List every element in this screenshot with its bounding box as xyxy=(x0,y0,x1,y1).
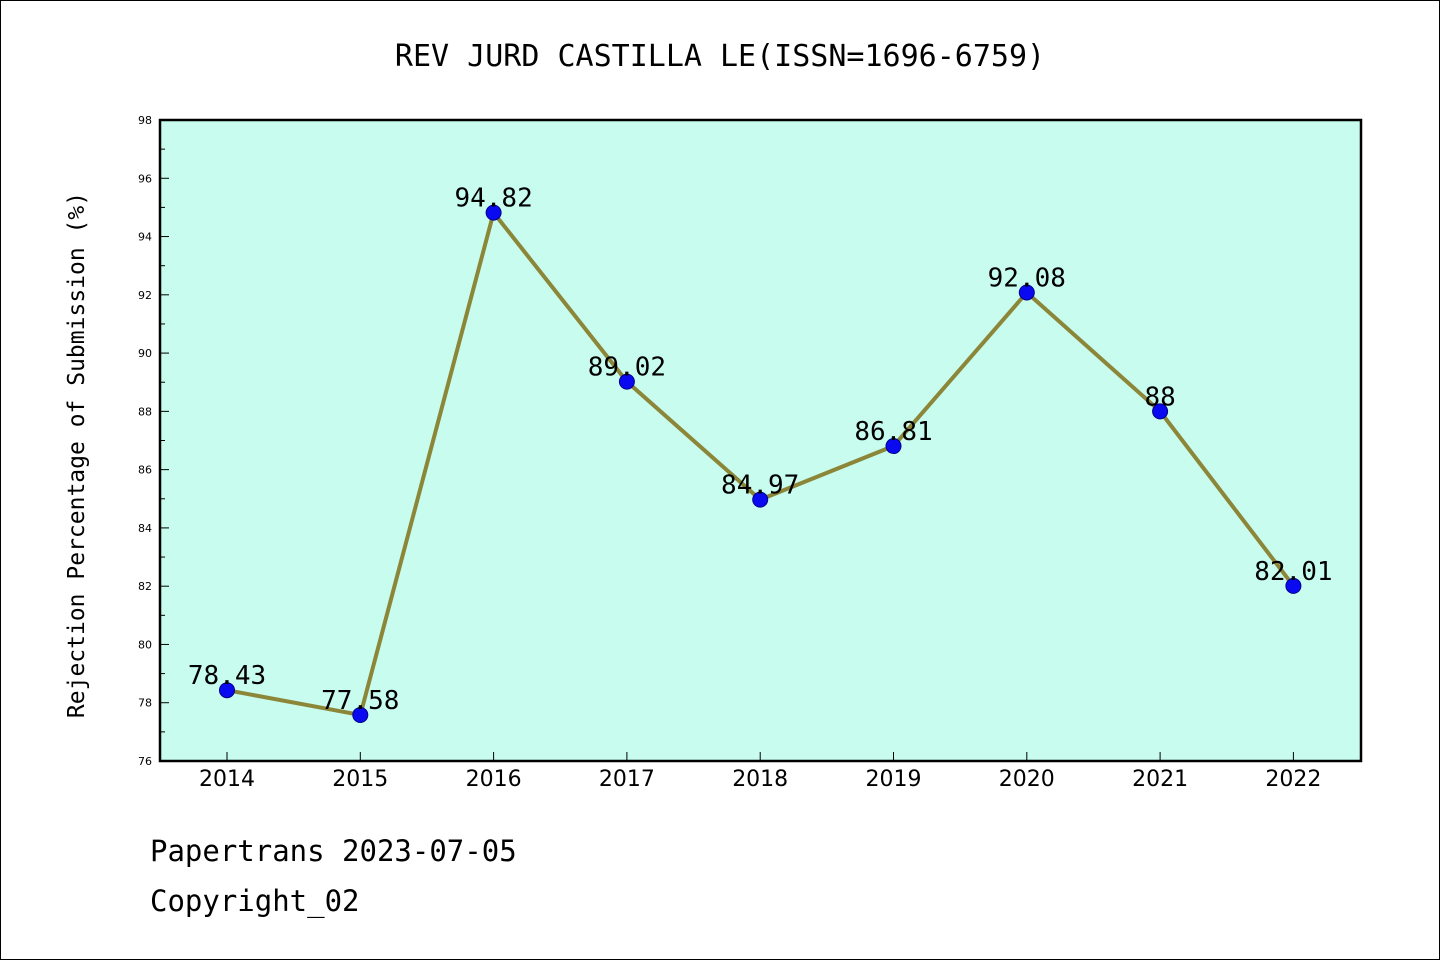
data-point-marker xyxy=(1018,284,1035,301)
plot-area xyxy=(160,120,1361,761)
y-tick-label: 82 xyxy=(138,580,152,593)
y-tick-label: 80 xyxy=(138,638,152,651)
data-label-group: 78.43 77.58 94.82 89.02 84.97 86.81 92.08 88 82.… xyxy=(188,184,1333,716)
data-point-marker xyxy=(618,373,635,390)
x-tick-label: 2016 xyxy=(466,767,522,792)
data-point-marker xyxy=(485,204,502,221)
data-value-label: 82.01 xyxy=(1254,557,1332,587)
y-axis-ticks: 76 78 80 82 84 86 88 90 92 94 96 98 xyxy=(138,114,169,768)
data-value-label: 89.02 xyxy=(588,353,666,383)
y-tick-label: 96 xyxy=(138,172,152,185)
x-tick-label: 2017 xyxy=(599,767,655,792)
data-value-label: 77.58 xyxy=(321,686,399,716)
data-value-label: 94.82 xyxy=(454,184,532,214)
data-value-label: 78.43 xyxy=(188,661,266,691)
y-tick-label: 92 xyxy=(138,289,152,302)
data-value-label: 84.97 xyxy=(721,471,799,501)
x-tick-label: 2020 xyxy=(999,767,1055,792)
y-tick-label: 78 xyxy=(138,697,152,710)
data-point-marker xyxy=(752,491,769,508)
data-point-marker xyxy=(1152,403,1169,420)
data-value-label: 92.08 xyxy=(988,263,1066,293)
y-tick-label: 90 xyxy=(138,347,152,360)
footer-source: Papertrans 2023-07-05 xyxy=(150,834,517,868)
y-tick-label: 88 xyxy=(138,405,152,418)
data-point-marker xyxy=(1285,577,1302,594)
y-tick-label: 94 xyxy=(138,231,152,244)
y-tick-label: 84 xyxy=(138,522,152,535)
x-axis-ticks: 2014 2015 2016 2017 2018 2019 2020 2021 2022 xyxy=(199,752,1321,792)
data-point-marker xyxy=(219,682,235,699)
data-point-marker xyxy=(352,706,369,723)
y-tick-label: 76 xyxy=(138,755,152,768)
y-tick-label: 98 xyxy=(138,114,152,127)
chart-title: REV JURD CASTILLA LE(ISSN=1696-6759) xyxy=(395,39,1045,74)
footer-copyright: Copyright_02 xyxy=(150,884,360,918)
x-tick-label: 2015 xyxy=(332,767,388,792)
y-tick-label: 86 xyxy=(138,464,152,477)
x-tick-label: 2022 xyxy=(1265,767,1321,792)
data-value-label: 88 xyxy=(1144,382,1175,412)
x-tick-label: 2018 xyxy=(732,767,788,792)
data-point-marker xyxy=(885,438,902,455)
data-value-label: 86.81 xyxy=(854,417,932,447)
x-tick-label: 2021 xyxy=(1132,767,1188,792)
x-tick-label: 2019 xyxy=(866,767,922,792)
y-axis-label: Rejection Percentage of Submission (%) xyxy=(64,192,90,718)
x-tick-label: 2014 xyxy=(199,767,255,792)
series-line-group xyxy=(219,204,1302,723)
plot-border xyxy=(158,118,1363,763)
